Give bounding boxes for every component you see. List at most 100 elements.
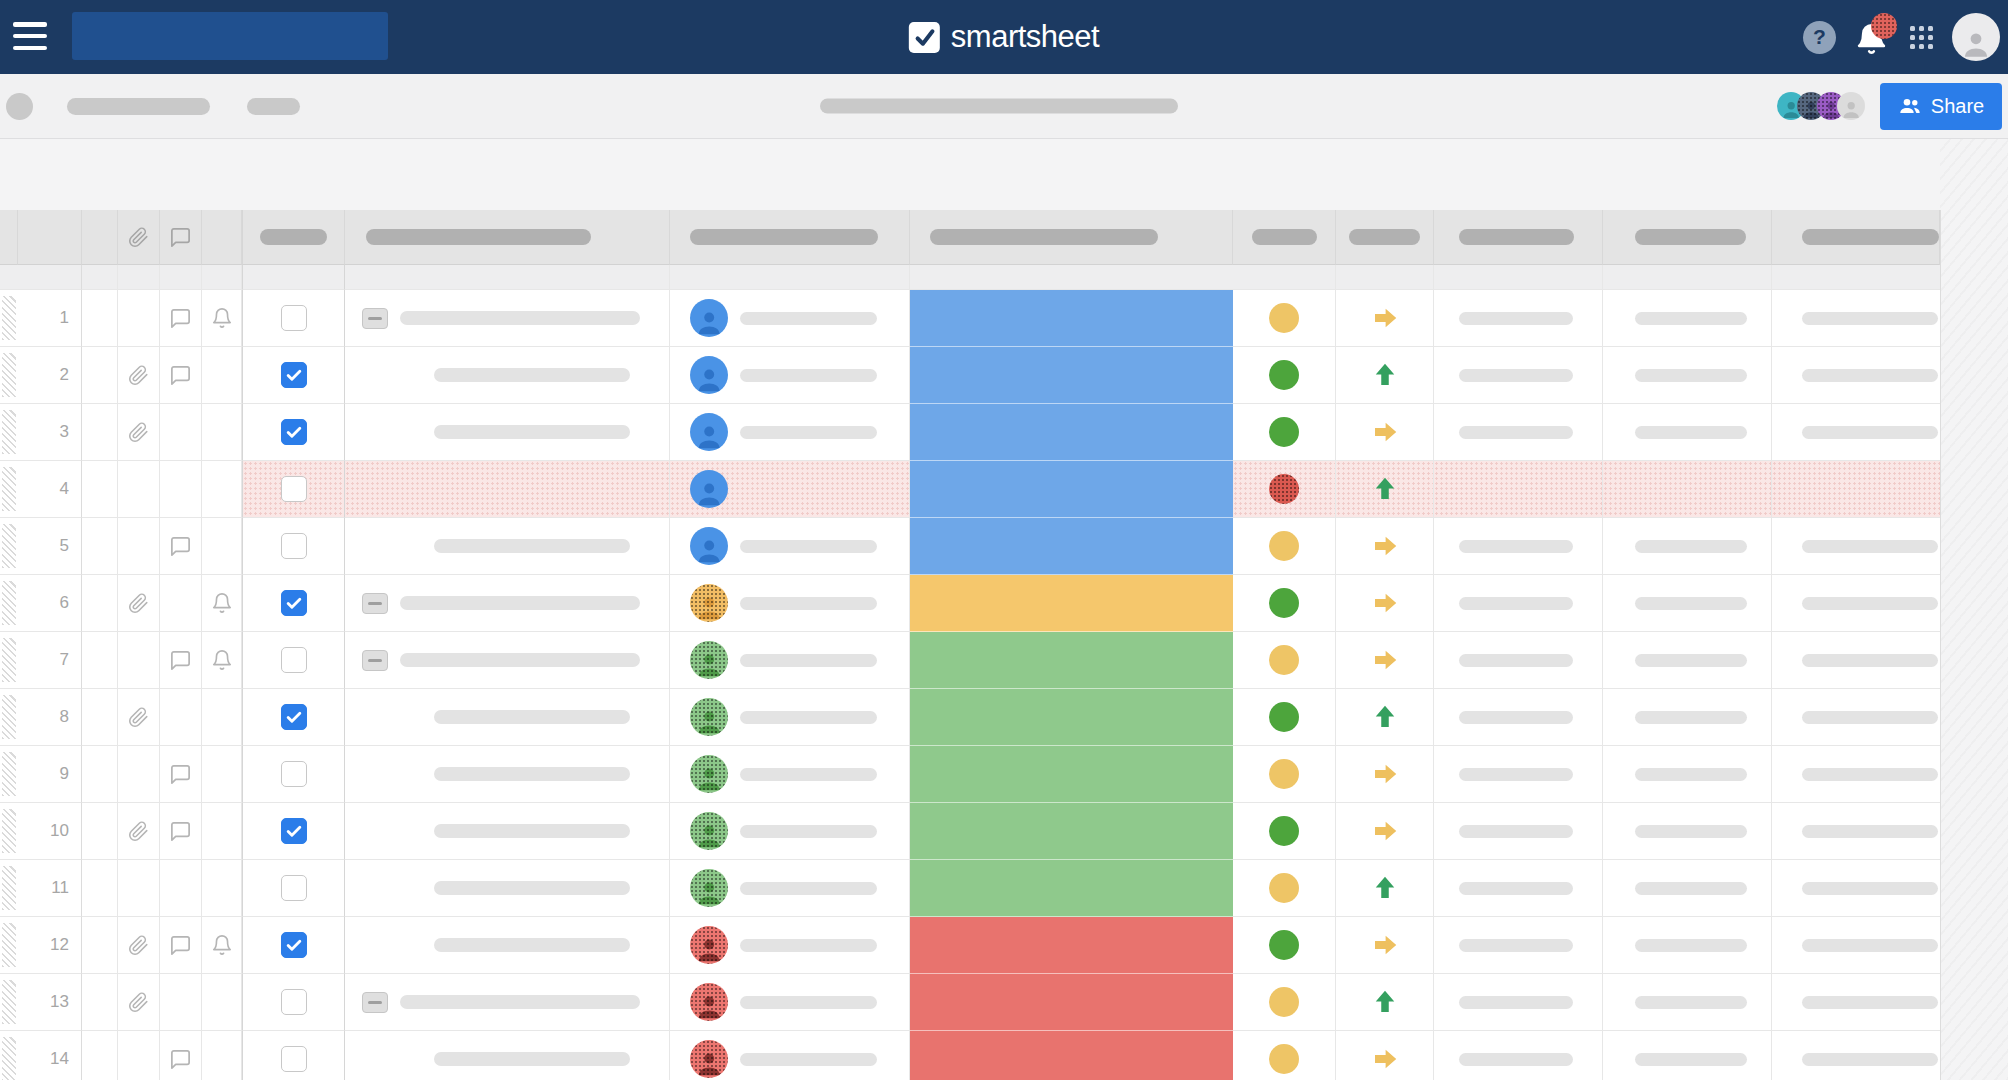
row-number[interactable]: 12 (18, 917, 82, 974)
gantt-bar-cell[interactable] (910, 746, 1233, 803)
cell-text-p2[interactable] (1603, 917, 1772, 974)
row-drag-handle[interactable] (0, 347, 18, 404)
cell-comment[interactable] (160, 860, 202, 917)
paperclip-icon[interactable] (128, 593, 149, 614)
row-number[interactable]: 5 (18, 518, 82, 575)
cell-comment[interactable] (160, 632, 202, 689)
checkbox-checked[interactable] (281, 818, 307, 844)
bell-icon[interactable] (211, 649, 233, 671)
cell-attachment[interactable] (118, 518, 160, 575)
help-icon[interactable]: ? (1803, 21, 1836, 54)
cell-checkbox[interactable] (242, 632, 345, 689)
cell-checkbox[interactable] (242, 290, 345, 347)
cell-text-p3[interactable] (1772, 404, 1940, 461)
cell-text-p1[interactable] (1434, 1031, 1603, 1080)
cell-spacer[interactable] (82, 575, 118, 632)
row-number[interactable]: 11 (18, 860, 82, 917)
cell-assigned-to[interactable] (670, 404, 910, 461)
cell-reminder[interactable] (202, 632, 242, 689)
cell-trend[interactable] (1336, 404, 1434, 461)
row-drag-handle[interactable] (0, 803, 18, 860)
cell-comment[interactable] (160, 575, 202, 632)
cell-comment[interactable] (160, 290, 202, 347)
cell-reminder[interactable] (202, 347, 242, 404)
cell-text-p1[interactable] (1434, 518, 1603, 575)
cell-text-p1[interactable] (1434, 575, 1603, 632)
cell-status[interactable] (1233, 290, 1336, 347)
cell-comment[interactable] (160, 689, 202, 746)
checkbox-unchecked[interactable] (281, 647, 307, 673)
cell-text-p2[interactable] (1603, 746, 1772, 803)
cell-text-p1[interactable] (1434, 860, 1603, 917)
header-cell-handle[interactable] (0, 210, 18, 265)
gantt-bar-cell[interactable] (910, 689, 1233, 746)
row-drag-handle[interactable] (0, 290, 18, 347)
menu-icon[interactable] (13, 22, 47, 50)
gantt-bar-cell[interactable] (910, 518, 1233, 575)
cell-status[interactable] (1233, 347, 1336, 404)
cell-assigned-to[interactable] (670, 860, 910, 917)
cell-text-p3[interactable] (1772, 632, 1940, 689)
row-drag-handle[interactable] (0, 974, 18, 1031)
cell-text-p3[interactable] (1772, 917, 1940, 974)
gantt-bar-cell[interactable] (910, 974, 1233, 1031)
row-drag-handle[interactable] (0, 461, 18, 518)
cell-text-p3[interactable] (1772, 746, 1940, 803)
gantt-bar-cell[interactable] (910, 290, 1233, 347)
cell-text-p1[interactable] (1434, 689, 1603, 746)
comment-icon[interactable] (169, 934, 192, 957)
cell-status[interactable] (1233, 518, 1336, 575)
row-number[interactable]: 14 (18, 1031, 82, 1080)
paperclip-icon[interactable] (128, 365, 149, 386)
gantt-bar-cell[interactable] (910, 347, 1233, 404)
cell-text-p1[interactable] (1434, 974, 1603, 1031)
cell-checkbox[interactable] (242, 917, 345, 974)
checkbox-unchecked[interactable] (281, 761, 307, 787)
checkbox-unchecked[interactable] (281, 1046, 307, 1072)
cell-checkbox[interactable] (242, 347, 345, 404)
cell-assigned-to[interactable] (670, 746, 910, 803)
cell-attachment[interactable] (118, 347, 160, 404)
row-number[interactable]: 13 (18, 974, 82, 1031)
cell-text-p1[interactable] (1434, 746, 1603, 803)
cell-comment[interactable] (160, 917, 202, 974)
cell-task-name[interactable] (345, 518, 670, 575)
cell-task-name[interactable] (345, 632, 670, 689)
apps-grid-icon[interactable] (1910, 26, 1933, 49)
cell-text-p2[interactable] (1603, 1031, 1772, 1080)
cell-comment[interactable] (160, 1031, 202, 1080)
cell-text-p1[interactable] (1434, 803, 1603, 860)
cell-reminder[interactable] (202, 746, 242, 803)
row-number[interactable]: 6 (18, 575, 82, 632)
header-cell-check[interactable] (242, 210, 345, 265)
cell-checkbox[interactable] (242, 404, 345, 461)
checkbox-unchecked[interactable] (281, 533, 307, 559)
checkbox-checked[interactable] (281, 704, 307, 730)
comment-icon[interactable] (169, 649, 192, 672)
cell-text-p2[interactable] (1603, 632, 1772, 689)
header-cell-assign[interactable] (670, 210, 910, 265)
cell-attachment[interactable] (118, 803, 160, 860)
cell-trend[interactable] (1336, 575, 1434, 632)
cell-trend[interactable] (1336, 689, 1434, 746)
cell-status[interactable] (1233, 575, 1336, 632)
cell-text-p1[interactable] (1434, 290, 1603, 347)
cell-reminder[interactable] (202, 461, 242, 518)
cell-status[interactable] (1233, 974, 1336, 1031)
cell-reminder[interactable] (202, 917, 242, 974)
paperclip-icon[interactable] (128, 707, 149, 728)
cell-text-p3[interactable] (1772, 803, 1940, 860)
gantt-bar-cell[interactable] (910, 860, 1233, 917)
cell-text-p3[interactable] (1772, 461, 1940, 518)
cell-reminder[interactable] (202, 974, 242, 1031)
cell-attachment[interactable] (118, 689, 160, 746)
cell-assigned-to[interactable] (670, 803, 910, 860)
comment-icon[interactable] (169, 307, 192, 330)
cell-status[interactable] (1233, 632, 1336, 689)
checkbox-checked[interactable] (281, 362, 307, 388)
cell-text-p3[interactable] (1772, 1031, 1940, 1080)
header-cell-p3[interactable] (1772, 210, 1940, 265)
cell-reminder[interactable] (202, 689, 242, 746)
cell-checkbox[interactable] (242, 461, 345, 518)
cell-status[interactable] (1233, 917, 1336, 974)
